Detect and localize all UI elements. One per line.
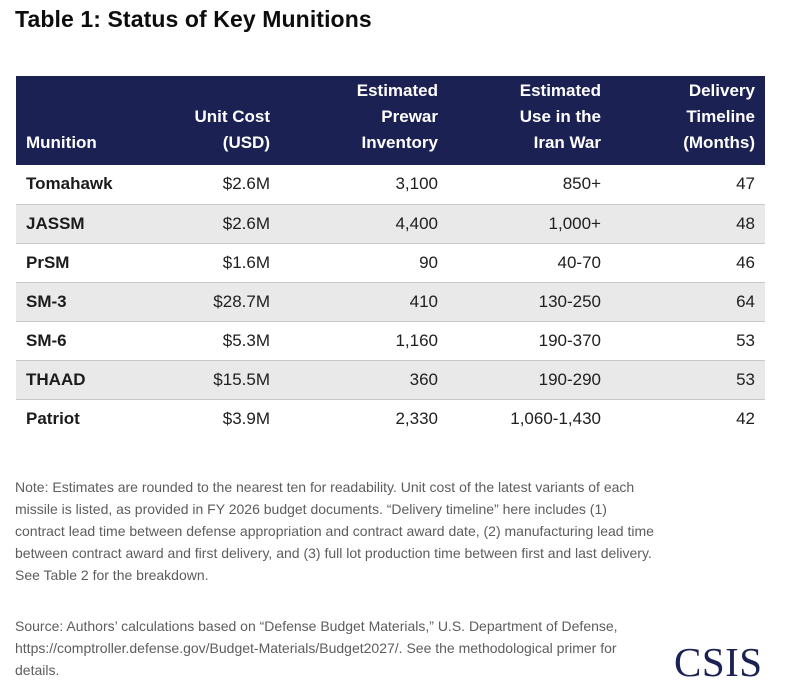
cell-unit-cost: $5.3M (166, 321, 270, 361)
cell-use: 190-290 (438, 360, 601, 400)
table-row: THAAD $15.5M 360 190-290 53 (16, 360, 765, 400)
cell-use: 40-70 (438, 243, 601, 283)
cell-timeline: 53 (601, 321, 765, 361)
table-row: PrSM $1.6M 90 40-70 46 (16, 243, 765, 283)
cell-munition: SM-3 (16, 282, 166, 322)
cell-munition: SM-6 (16, 321, 166, 361)
cell-timeline: 48 (601, 204, 765, 244)
table-title: Table 1: Status of Key Munitions (15, 6, 372, 32)
header-unit-cost: Unit Cost (USD) (166, 76, 270, 165)
cell-inventory: 410 (270, 282, 438, 322)
cell-inventory: 1,160 (270, 321, 438, 361)
header-use: Estimated Use in the Iran War (438, 76, 601, 165)
cell-inventory: 2,330 (395, 408, 438, 428)
cell-use: 1,060-1,430 (510, 408, 601, 428)
header-line: Estimated (356, 81, 438, 100)
header-line: Use in the (519, 107, 601, 126)
cell-use: 1,000+ (438, 204, 601, 244)
cell-unit-cost: $2.6M (166, 204, 270, 244)
table-header-row: Munition Unit Cost (USD) Estimated Prewa… (16, 76, 765, 165)
header-line: Timeline (686, 107, 755, 126)
header-line: Estimated (519, 81, 601, 100)
header-line: Prewar (381, 107, 438, 126)
header-munition: Munition (16, 76, 166, 165)
header-timeline: Delivery Timeline (Months) (601, 76, 765, 165)
cell-munition: PrSM (16, 243, 166, 283)
header-line: Munition (26, 133, 97, 152)
cell-inventory: 4,400 (270, 204, 438, 244)
cell-timeline: 53 (601, 360, 765, 400)
cell-timeline: 47 (601, 165, 765, 205)
header-line: Delivery (688, 81, 755, 100)
header-line: (USD) (222, 133, 270, 152)
cell-munition: Patriot (26, 408, 80, 428)
cell-use: 850+ (438, 165, 601, 205)
header-line: Unit Cost (194, 107, 270, 126)
table-row: Patriot $3.9M 2,330 1,060-1,430 42 (16, 399, 765, 438)
header-line: Iran War (533, 133, 601, 152)
table-note: Note: Estimates are rounded to the neare… (15, 479, 654, 583)
table-row: SM-6 $5.3M 1,160 190-370 53 (16, 321, 765, 361)
header-line: Inventory (361, 133, 438, 152)
cell-inventory: 360 (270, 360, 438, 400)
cell-unit-cost: $15.5M (166, 360, 270, 400)
cell-unit-cost: $2.6M (166, 165, 270, 205)
cell-munition: Tomahawk (16, 165, 166, 205)
cell-timeline: 64 (601, 282, 765, 322)
table-row: JASSM $2.6M 4,400 1,000+ 48 (16, 204, 765, 244)
cell-use: 130-250 (438, 282, 601, 322)
cell-unit-cost: $28.7M (166, 282, 270, 322)
header-line: (Months) (683, 133, 755, 152)
cell-munition: JASSM (16, 204, 166, 244)
table-row: Tomahawk $2.6M 3,100 850+ 47 (16, 165, 765, 205)
cell-use: 190-370 (438, 321, 601, 361)
cell-inventory: 3,100 (270, 165, 438, 205)
cell-unit-cost: $3.9M (222, 408, 270, 428)
csis-logo: CSIS (674, 639, 763, 685)
header-inventory: Estimated Prewar Inventory (270, 76, 438, 165)
cell-inventory: 90 (270, 243, 438, 283)
cell-timeline: 42 (736, 408, 755, 428)
cell-munition: THAAD (16, 360, 166, 400)
table-row: SM-3 $28.7M 410 130-250 64 (16, 282, 765, 322)
munitions-table: Munition Unit Cost (USD) Estimated Prewa… (16, 76, 765, 438)
table-source: Source: Authors’ calculations based on “… (15, 618, 618, 678)
cell-timeline: 46 (601, 243, 765, 283)
cell-unit-cost: $1.6M (166, 243, 270, 283)
